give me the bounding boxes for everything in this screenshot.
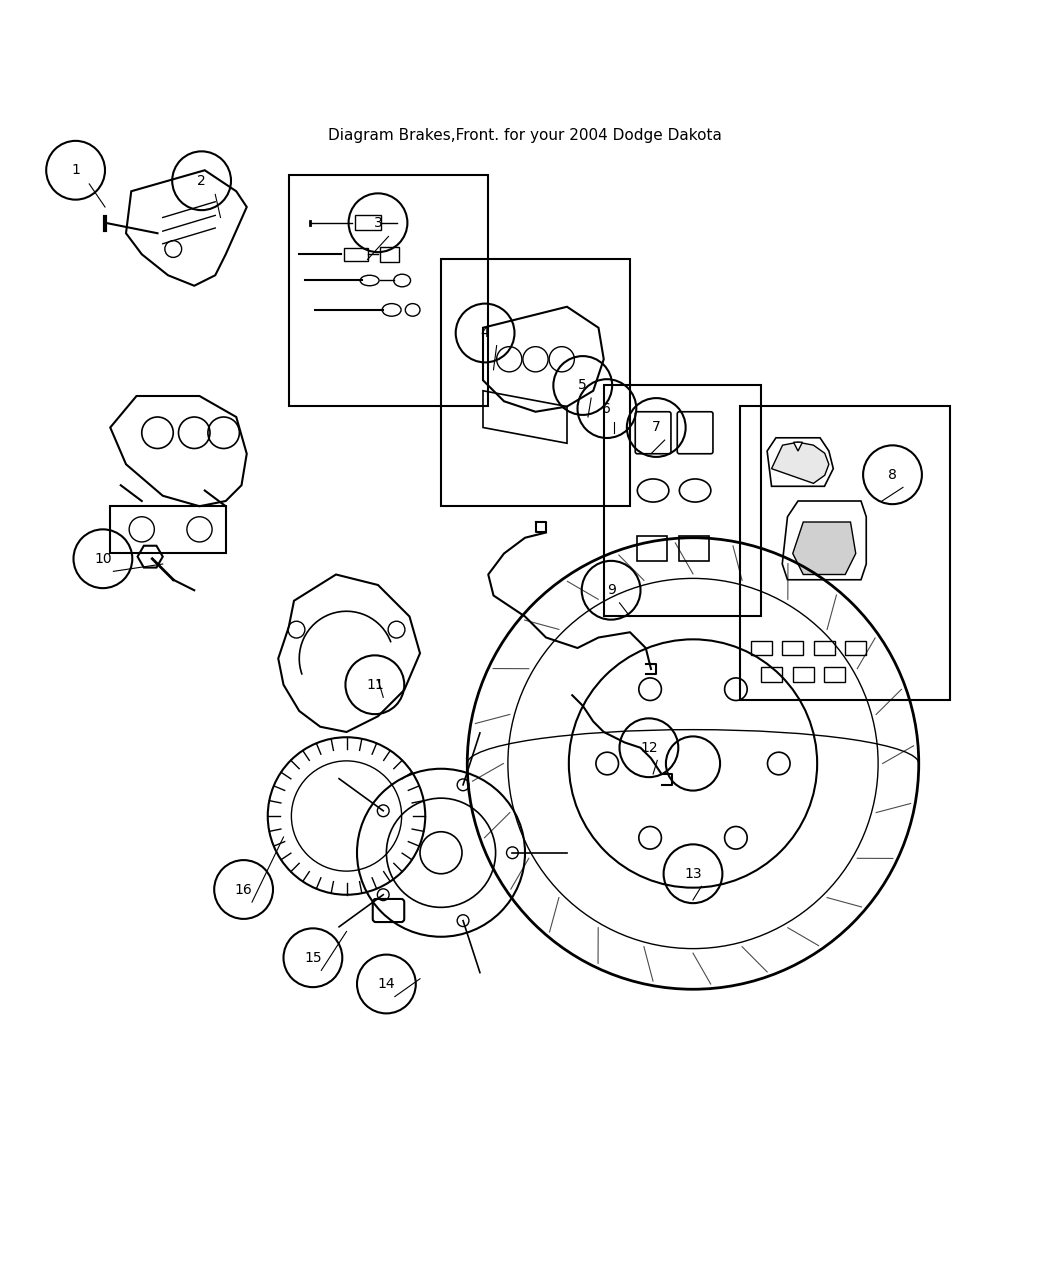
Text: 9: 9 (607, 583, 615, 597)
Text: 12: 12 (640, 741, 657, 755)
Text: 15: 15 (304, 951, 321, 965)
Text: 2: 2 (197, 173, 206, 187)
Text: 6: 6 (603, 402, 611, 416)
Text: 13: 13 (685, 867, 701, 881)
Text: 11: 11 (366, 678, 383, 692)
Text: 10: 10 (94, 552, 111, 566)
Text: 3: 3 (374, 215, 382, 230)
Text: 1: 1 (71, 163, 80, 177)
Text: 16: 16 (235, 882, 252, 896)
Polygon shape (793, 521, 856, 575)
Polygon shape (794, 442, 802, 451)
Text: 4: 4 (481, 326, 489, 340)
Polygon shape (772, 442, 828, 483)
Text: 14: 14 (378, 977, 395, 991)
Text: 7: 7 (652, 421, 660, 435)
Text: 8: 8 (888, 468, 897, 482)
Text: Diagram Brakes,Front. for your 2004 Dodge Dakota: Diagram Brakes,Front. for your 2004 Dodg… (328, 129, 722, 143)
Text: 5: 5 (579, 379, 587, 393)
